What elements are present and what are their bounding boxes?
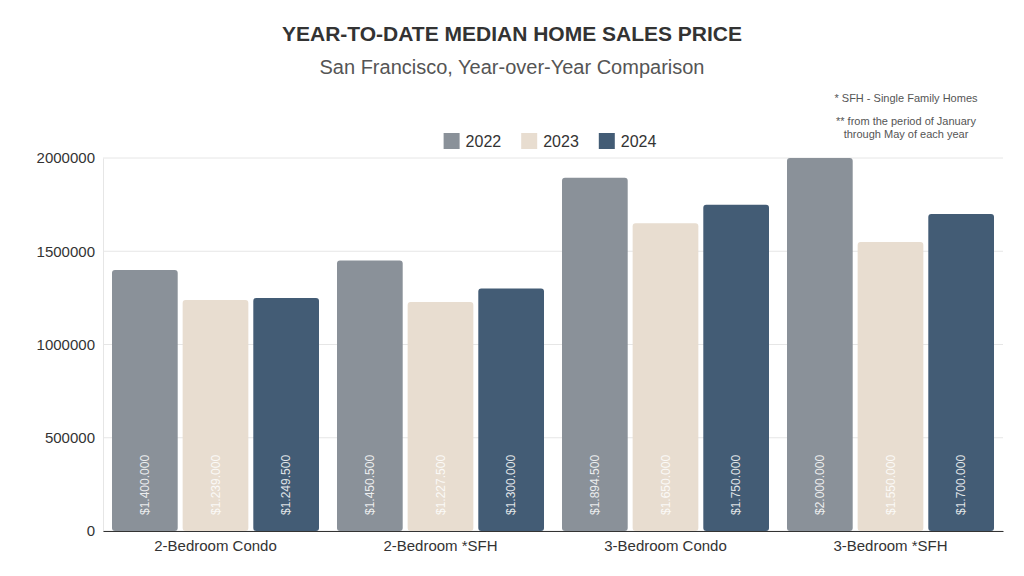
y-tick-label: 1500000 [37,243,95,260]
series [183,223,924,531]
data-label: $1.650.000 [659,455,673,515]
x-tick-label: 2-Bedroom *SFH [383,537,497,554]
legend-label: 2024 [621,133,657,150]
y-tick-label: 0 [87,522,95,539]
bar [858,242,924,531]
bar [337,260,403,531]
bar [928,214,994,531]
y-tick-label: 1000000 [37,336,95,353]
y-tick: 1000000 [37,336,103,353]
legend-item: 2023 [521,133,579,150]
grid [103,158,1003,531]
y-tick: 1500000 [37,243,103,260]
legend-swatch [599,133,615,149]
background [0,0,1024,576]
x-tick-label: 2-Bedroom Condo [154,537,277,554]
y-tick: 500000 [45,429,103,446]
data-label: $1.300.000 [504,455,518,515]
bar [112,270,178,531]
data-labels: $1.400.000 $1.450.500 $1.894.500 $2.000.000… [138,455,968,515]
data-label: $1.227.500 [434,455,448,515]
bar [253,298,319,531]
annotation: * SFH - Single Family Homes [834,92,978,104]
series [112,158,853,531]
x-tick-label: 3-Bedroom *SFH [833,537,947,554]
x-tick: 3-Bedroom *SFH [833,531,947,554]
legend-label: 2022 [466,133,502,150]
data-label: $2.000.000 [813,455,827,515]
y-tick-label: 2000000 [37,149,95,166]
legend-swatch [444,133,460,149]
bar [787,158,853,531]
data-label: $1.450.500 [363,455,377,515]
chart: YEAR-TO-DATE MEDIAN HOME SALES PRICE San … [0,0,1024,576]
data-label: $1.894.500 [588,455,602,515]
annotation: ** from the period of Januarythrough May… [836,115,977,140]
data-label: $1.550.000 [884,455,898,515]
y-axis-line [103,159,104,532]
x-tick: 2-Bedroom *SFH [383,531,497,554]
y-tick: 2000000 [37,149,103,166]
x-tick: 3-Bedroom Condo [604,531,727,554]
legend-swatch [521,133,537,149]
legend-item: 2022 [444,133,502,150]
x-tick: 2-Bedroom Condo [154,531,277,554]
series [253,205,994,531]
y-tick-label: 500000 [45,429,95,446]
x-tick-label: 3-Bedroom Condo [604,537,727,554]
data-label: $1.400.000 [138,455,152,515]
bar [703,205,769,531]
bar [183,300,249,531]
bar [408,302,474,531]
subtitle: San Francisco, Year-over-Year Comparison [319,56,704,78]
bar [478,289,544,531]
bar [562,178,628,531]
data-label: $1.700.000 [954,455,968,515]
x-axis: 2-Bedroom Condo 2-Bedroom *SFH 3-Bedroom C… [104,531,1004,554]
x-axis-line [104,531,1004,532]
legend-label: 2023 [543,133,579,150]
title: YEAR-TO-DATE MEDIAN HOME SALES PRICE [282,22,742,45]
y-tick: 0 [87,522,103,539]
legend-item: 2024 [599,133,657,150]
data-label: $1.249.500 [279,455,293,515]
data-label: $1.239.000 [209,455,223,515]
data-label: $1.750.000 [729,455,743,515]
bars [112,158,994,531]
grid-line [103,158,1003,159]
legend: 2022 2023 2024 [444,133,657,150]
y-axis: 0 500000 1000000 1500000 2000000 [37,149,104,539]
bar [633,223,699,531]
